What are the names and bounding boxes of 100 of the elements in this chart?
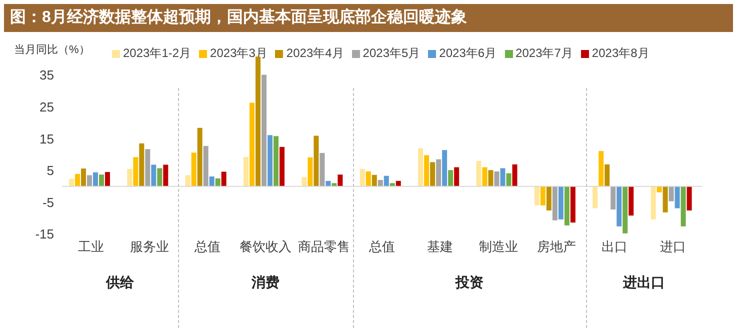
bar (163, 164, 168, 186)
bar (616, 186, 622, 226)
bar (221, 172, 226, 186)
bar (540, 186, 546, 206)
bar (390, 183, 395, 186)
bar (215, 178, 220, 186)
text: 供给 (104, 274, 136, 292)
bar (378, 180, 383, 186)
bar (656, 186, 662, 192)
x-tick-label: 服务业 (130, 239, 169, 254)
bar (360, 168, 365, 186)
bar (396, 180, 401, 186)
bar (436, 159, 442, 186)
y-axis-title: 当月同比（%） (14, 43, 90, 57)
bar (372, 174, 377, 186)
y-tick-label: 15 (40, 131, 54, 146)
legend-label: 2023年5月 (362, 45, 420, 62)
bar (366, 171, 371, 186)
bar (424, 155, 430, 186)
bar (512, 164, 518, 186)
legend-label: 2023年6月 (439, 45, 497, 62)
bar (454, 167, 460, 186)
x-tick-label: 工业 (78, 239, 104, 254)
bar (488, 170, 494, 186)
text: 进出口 (622, 274, 666, 292)
bar (494, 171, 500, 186)
chart-title: 图：8月经济数据整体超预期，国内基本面呈现底部企稳回暖迹象 (4, 4, 733, 32)
y-tick-label: 35 (40, 68, 54, 83)
x-tick-label: 制造业 (478, 239, 518, 254)
legend-label: 2023年1-2月 (123, 45, 192, 62)
y-tick-label: 25 (40, 99, 54, 114)
bar (157, 168, 162, 186)
bar (139, 143, 144, 186)
y-tick-label: 5 (46, 163, 54, 178)
bar (268, 135, 273, 186)
x-tick-label: 总值 (368, 239, 395, 254)
bar (332, 183, 337, 186)
bar (534, 186, 540, 206)
bar (610, 186, 616, 210)
bar (104, 172, 110, 186)
bar (500, 168, 506, 186)
bar (326, 180, 331, 186)
x-tick-label: 总值 (193, 239, 220, 254)
bar (74, 174, 80, 186)
text: 消费 (250, 274, 281, 292)
bar (448, 170, 454, 186)
bar (274, 136, 279, 186)
bar (674, 186, 680, 208)
bar (308, 157, 313, 186)
bar (151, 164, 156, 186)
bar (442, 150, 448, 186)
bar (668, 186, 674, 202)
bar (314, 136, 319, 186)
bar (185, 175, 190, 186)
bar (598, 151, 604, 186)
x-tick-label: 商品零售 (298, 239, 350, 254)
legend-label: 2023年7月 (516, 45, 573, 62)
y-tick-label: -5 (42, 194, 54, 210)
bar (209, 176, 214, 186)
x-tick-label: 出口 (602, 239, 628, 254)
bar (302, 177, 307, 186)
bar (558, 186, 564, 220)
bar (570, 186, 576, 223)
x-tick-label: 基建 (427, 239, 454, 254)
bar (338, 174, 343, 186)
bar (604, 164, 610, 186)
bar (68, 178, 74, 186)
y-tick-label: -15 (35, 226, 54, 242)
bar (98, 174, 104, 186)
x-tick-label: 餐饮收入 (240, 239, 292, 254)
bar (628, 186, 634, 216)
bar (197, 128, 202, 186)
bar (546, 186, 552, 210)
bar (250, 102, 255, 186)
bar (476, 160, 482, 186)
bar (133, 157, 138, 186)
bar (244, 157, 249, 186)
bar (650, 186, 656, 220)
bar (203, 146, 208, 186)
legend-label: 2023年8月 (592, 45, 650, 62)
bar (686, 186, 692, 210)
text: 投资 (454, 274, 484, 292)
bar (384, 176, 389, 186)
bar (191, 152, 196, 186)
bar (552, 186, 558, 220)
bar (92, 172, 98, 186)
bar (127, 168, 132, 186)
bar (482, 167, 488, 186)
x-tick-label: 进口 (660, 239, 686, 254)
bar (86, 175, 92, 186)
bar (145, 149, 150, 186)
bar (80, 168, 86, 186)
bar (564, 186, 570, 226)
x-tick-label: 房地产 (537, 239, 576, 254)
legend-label: 2023年4月 (286, 45, 344, 62)
bar (662, 186, 668, 212)
bar (280, 146, 285, 186)
bar (262, 74, 267, 186)
bar (430, 162, 436, 186)
bar (680, 186, 686, 226)
